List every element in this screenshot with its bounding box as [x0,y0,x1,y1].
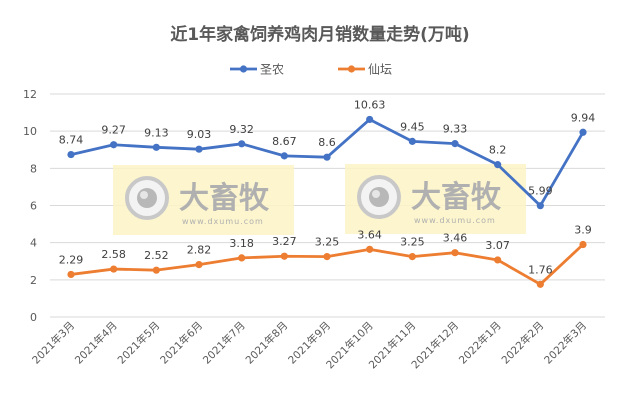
data-point [238,140,246,148]
data-point [280,252,288,260]
x-tick-label: 2021年4月 [72,319,120,367]
data-label: 3.27 [272,235,297,248]
y-tick-label: 6 [30,200,37,213]
data-label: 9.13 [144,126,169,139]
data-label: 3.25 [400,236,425,249]
legend-label: 仙坛 [368,63,392,77]
chart-title: 近1年家禽饲养鸡肉月销数量走势(万吨) [170,24,469,45]
data-label: 8.6 [318,136,336,149]
watermark-url: www.dxumu.com [182,217,264,226]
data-point [152,266,160,274]
data-label: 3.46 [443,232,468,245]
data-point [110,265,118,273]
data-label: 2.52 [144,249,169,262]
data-label: 8.2 [489,144,507,157]
watermark-text: 大畜牧 [411,180,502,215]
data-point [451,140,459,148]
data-point [67,270,75,279]
data-point [536,280,544,288]
data-point [494,161,502,169]
x-tick-label: 2022年2月 [499,319,547,367]
data-label: 8.74 [59,134,84,147]
data-point [152,143,160,151]
data-label: 2.58 [101,248,126,261]
data-point [67,150,75,159]
series-shengnong [67,115,587,210]
data-label: 8.67 [272,135,297,148]
data-point [366,245,374,253]
y-tick-label: 0 [30,311,37,324]
watermark-url: www.dxumu.com [414,216,496,225]
series-lines [67,115,587,288]
data-label: 1.76 [528,263,553,276]
data-point [195,145,203,153]
data-point [195,260,203,269]
data-point [408,253,416,261]
y-axis: 0 2 4 6 8 10 12 [23,88,37,324]
data-label: 2.82 [187,244,212,257]
data-point [494,256,502,264]
data-label: 3.64 [357,228,382,241]
x-tick-label: 2021年9月 [285,319,333,367]
data-label: 3.18 [229,237,254,250]
x-tick-label: 2021年6月 [157,319,205,367]
data-label: 3.25 [315,236,340,249]
y-tick-label: 4 [30,237,37,250]
data-point [280,152,288,160]
data-point [110,141,118,149]
data-label: 9.33 [443,123,468,136]
data-label: 9.03 [187,128,212,141]
x-axis: 2021年3月2021年4月2021年5月2021年6月2021年7月2021年… [29,319,589,371]
x-tick-label: 2021年5月 [115,319,163,367]
x-tick-label: 2021年8月 [243,319,291,367]
legend-item: 仙坛 [338,63,392,77]
data-point [579,240,587,249]
data-label: 9.45 [400,120,425,133]
data-labels: 8.74 9.27 9.13 9.03 9.32 8.67 8.6 10.63 9.45 9.33… [59,98,596,276]
data-label: 9.32 [229,123,254,136]
x-tick-label: 2021年7月 [200,319,248,367]
data-point [323,253,331,261]
data-label: 5.99 [528,185,553,198]
data-point [536,202,544,210]
data-label: 9.94 [571,111,596,124]
data-label: 2.29 [59,253,84,266]
data-point [408,137,416,145]
data-point [579,128,587,136]
x-tick-label: 2022年1月 [456,319,504,367]
legend-item: 圣农 [230,63,284,77]
legend-label: 圣农 [260,63,284,77]
watermark-text: 大畜牧 [179,181,270,216]
data-point [366,115,374,124]
y-tick-label: 12 [23,88,37,101]
data-label: 3.07 [485,239,510,252]
x-tick-label: 2021年3月 [29,319,77,367]
x-tick-label: 2022年3月 [541,319,589,367]
legend: 圣农 仙坛 [230,63,392,77]
data-label: 9.27 [101,124,126,137]
series-xiantan [67,240,587,288]
data-label: 10.63 [354,98,386,111]
data-point [451,249,459,257]
data-point [323,153,331,161]
data-point [238,254,246,262]
y-tick-label: 2 [30,274,37,287]
y-tick-label: 10 [23,125,37,138]
data-label: 3.9 [574,224,592,237]
y-tick-label: 8 [30,162,37,175]
